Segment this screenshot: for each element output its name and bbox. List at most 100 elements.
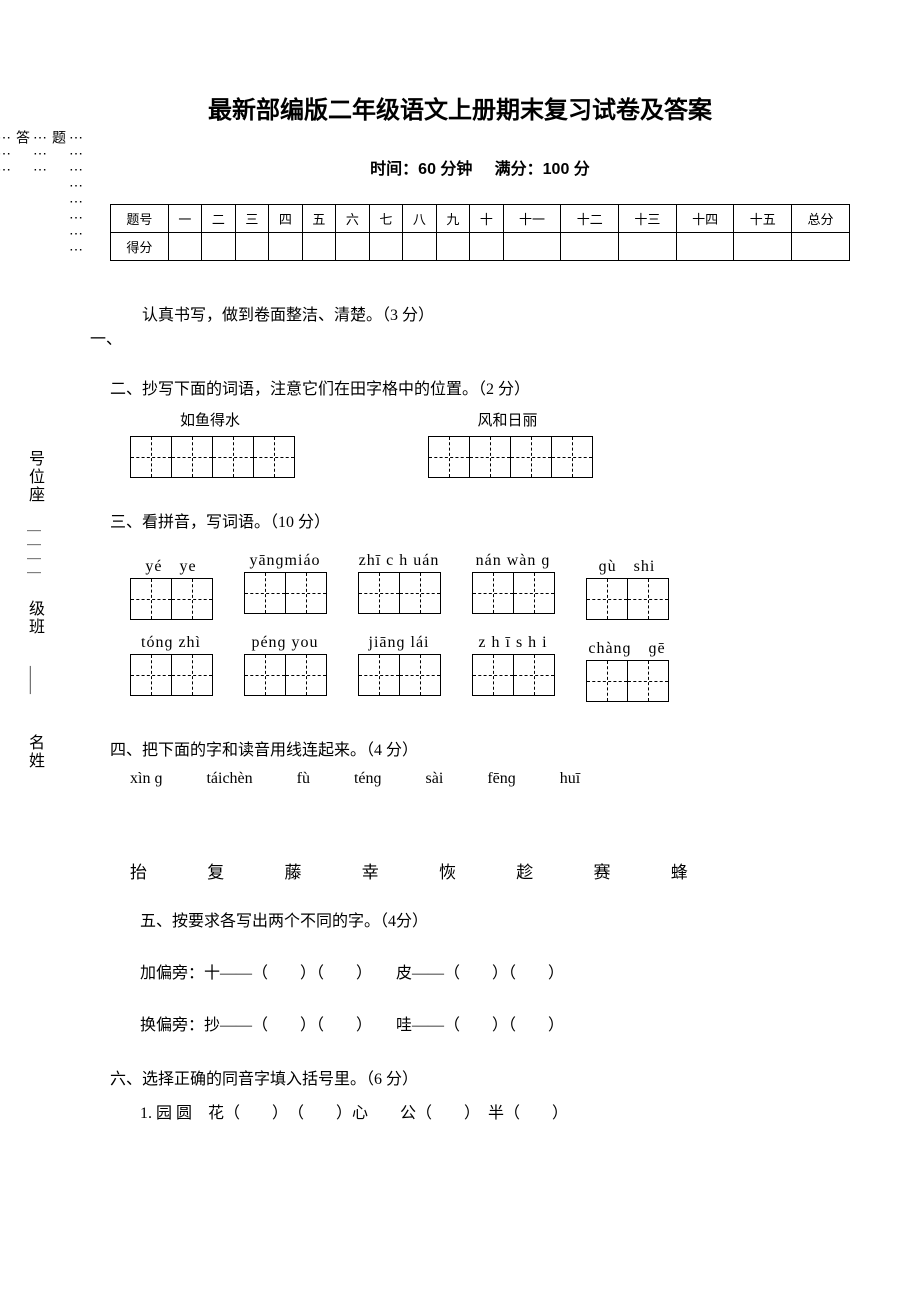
- score-cell[interactable]: [403, 233, 437, 261]
- pinyin: zhī c h uán: [358, 552, 440, 570]
- score-cell[interactable]: [336, 233, 370, 261]
- pinyin: nán wàn ɡ: [472, 552, 554, 570]
- q4-char: 蜂: [671, 858, 688, 883]
- tianzi-cell[interactable]: [358, 572, 400, 614]
- tianzi-cell[interactable]: [627, 660, 669, 702]
- tianzi-cell[interactable]: [472, 572, 514, 614]
- score-cell[interactable]: [302, 233, 336, 261]
- score-cell[interactable]: [168, 233, 202, 261]
- score-col: 十: [470, 205, 504, 233]
- tianzi-group[interactable]: [130, 436, 294, 478]
- score-col: 十四: [676, 205, 734, 233]
- dots: ⋯⋯⋯: [30, 130, 48, 258]
- q4-char: 幸: [362, 858, 379, 883]
- q4-char: 抬: [130, 858, 147, 883]
- score-cell[interactable]: [269, 233, 303, 261]
- q5-line2a: 换偏旁：抄——（ ）（ ）: [140, 1017, 372, 1034]
- tianzi-cell[interactable]: [358, 654, 400, 696]
- class-label: 级班: [22, 600, 46, 636]
- score-cell[interactable]: [561, 233, 619, 261]
- name-label: 名姓: [22, 734, 46, 770]
- q4-char: 藤: [285, 858, 302, 883]
- q5-text: 五、按要求各写出两个不同的字。（4分）: [140, 907, 850, 931]
- score-col: 五: [302, 205, 336, 233]
- side-dash2: ——: [22, 666, 38, 694]
- pinyin: yānɡmiáo: [244, 552, 326, 570]
- tianzi-group[interactable]: [428, 436, 592, 478]
- seat-label: 号位座: [22, 450, 46, 504]
- q6-text: 六、选择正确的同音字填入括号里。（6 分）: [110, 1065, 850, 1089]
- page-title: 最新部编版二年级语文上册期末复习试卷及答案: [70, 90, 850, 125]
- tianzi-cell[interactable]: [171, 578, 213, 620]
- q4-pinyin: ténɡ: [354, 770, 382, 788]
- score-col: 三: [235, 205, 269, 233]
- score-col: 一: [168, 205, 202, 233]
- tianzi-cell[interactable]: [627, 578, 669, 620]
- q4-text: 四、把下面的字和读音用线连起来。（4 分）: [110, 736, 850, 760]
- tianzi-cell[interactable]: [244, 572, 286, 614]
- score-cell[interactable]: [792, 233, 850, 261]
- score-row-first: 得分: [111, 233, 169, 261]
- time-label: 时间：60 分钟: [370, 161, 472, 178]
- score-col: 二: [202, 205, 236, 233]
- score-table: 题号 一 二 三 四 五 六 七 八 九 十 十一 十二 十三 十四 十五 总分…: [110, 204, 850, 261]
- tianzi-cell[interactable]: [513, 572, 555, 614]
- tianzi-cell[interactable]: [171, 654, 213, 696]
- score-cell[interactable]: [436, 233, 470, 261]
- tianzi-cell[interactable]: [399, 654, 441, 696]
- pinyin: chànɡ ɡē: [586, 634, 668, 658]
- score-col: 十一: [503, 205, 561, 233]
- score-col: 九: [436, 205, 470, 233]
- dots: ⋯⋯⋯: [0, 130, 12, 258]
- q2-word2: 风和日丽: [478, 409, 538, 430]
- dots: ⋯⋯⋯⋯⋯⋯⋯⋯: [66, 130, 84, 258]
- q1-text: 认真书写，做到卷面整洁、清楚。（3 分）: [142, 307, 434, 324]
- side-dash: ｜｜｜｜: [22, 524, 42, 580]
- q4-pinyin: táichèn: [206, 770, 252, 788]
- score-col: 总分: [792, 205, 850, 233]
- score-cell[interactable]: [470, 233, 504, 261]
- pinyin: z h ī s h i: [472, 634, 554, 652]
- score-cell[interactable]: [503, 233, 561, 261]
- tianzi-cell[interactable]: [285, 572, 327, 614]
- fold-da: 答: [12, 130, 30, 258]
- score-cell[interactable]: [676, 233, 734, 261]
- q4-pinyin: xìn ɡ: [130, 770, 162, 788]
- tianzi-cell[interactable]: [399, 572, 441, 614]
- q4-pinyin: fēnɡ: [487, 770, 515, 788]
- q4-pinyin: fù: [297, 770, 310, 788]
- tianzi-cell[interactable]: [513, 654, 555, 696]
- tianzi-cell[interactable]: [130, 654, 172, 696]
- score-col: 七: [369, 205, 403, 233]
- q4-char: 恢: [439, 858, 456, 883]
- score-cell[interactable]: [619, 233, 677, 261]
- tianzi-cell[interactable]: [586, 660, 628, 702]
- pinyin: ɡù shi: [586, 552, 668, 576]
- tianzi-cell[interactable]: [586, 578, 628, 620]
- score-cell[interactable]: [202, 233, 236, 261]
- q4-char: 赛: [594, 858, 611, 883]
- q2-word1: 如鱼得水: [180, 409, 380, 430]
- tianzi-cell[interactable]: [130, 578, 172, 620]
- score-col: 十三: [619, 205, 677, 233]
- fold-ti: 题: [48, 130, 66, 258]
- q5-line1b: 皮——（ ）（ ）: [396, 965, 564, 982]
- tianzi-cell[interactable]: [285, 654, 327, 696]
- score-col: 十五: [734, 205, 792, 233]
- score-cell[interactable]: [369, 233, 403, 261]
- tianzi-cell[interactable]: [472, 654, 514, 696]
- tianzi-cell[interactable]: [244, 654, 286, 696]
- q4-char: 趁: [516, 858, 533, 883]
- q6-line1: 1. 园 圆 花（ ） （ ）心 公（ ） 半（ ）: [140, 1099, 850, 1123]
- q4-pinyin: sài: [426, 770, 444, 788]
- q4-pinyin: huī: [560, 770, 580, 788]
- pinyin: jiānɡ lái: [358, 634, 440, 652]
- pinyin: pénɡ you: [244, 634, 326, 652]
- full-score-label: 满分：100 分: [495, 161, 590, 178]
- q5-line2b: 哇——（ ）（ ）: [396, 1017, 564, 1034]
- score-cell[interactable]: [734, 233, 792, 261]
- q2-text: 二、抄写下面的词语，注意它们在田字格中的位置。（2 分）: [110, 375, 850, 399]
- pinyin: yé ye: [130, 552, 212, 576]
- q5-line1a: 加偏旁：十——（ ）（ ）: [140, 965, 372, 982]
- score-cell[interactable]: [235, 233, 269, 261]
